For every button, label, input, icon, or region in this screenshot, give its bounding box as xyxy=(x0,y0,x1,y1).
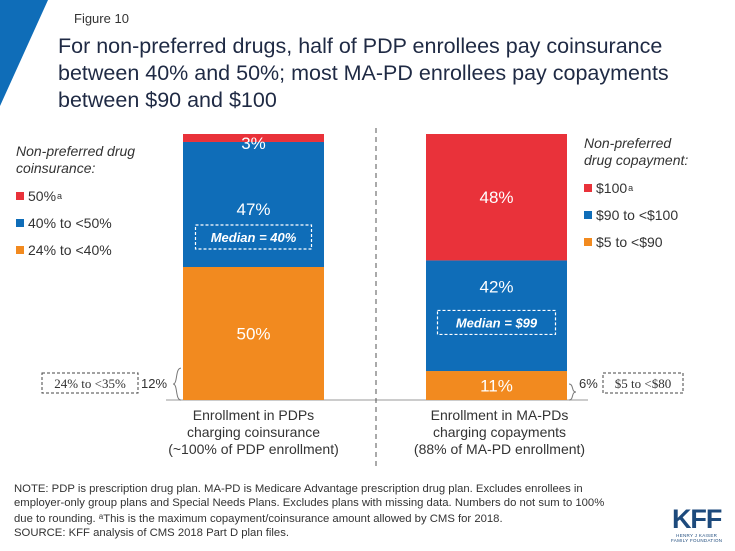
median-box xyxy=(194,224,313,250)
kff-logo-mark: KFF xyxy=(671,504,722,534)
category-label: charging coinsurance xyxy=(187,424,320,440)
sub-annotation-range: 24% to <35% xyxy=(54,376,126,391)
data-label: 11% xyxy=(480,377,513,396)
median-label: Median = 40% xyxy=(211,230,297,245)
data-label: 3% xyxy=(241,134,266,153)
figure-label: Figure 10 xyxy=(74,11,129,26)
data-label: 42% xyxy=(479,277,513,296)
chart-title: For non-preferred drugs, half of PDP enr… xyxy=(58,34,669,112)
legend-item-lower-tier: $5 to <$90 xyxy=(584,234,688,250)
corner-accent xyxy=(0,0,48,106)
bar-segment xyxy=(426,371,567,400)
category-label: (~100% of PDP enrollment) xyxy=(168,441,339,457)
legend-copayment: Non-preferred drug copayment: $100 a $90 … xyxy=(584,135,688,261)
sub-annotation-range-box xyxy=(41,372,139,394)
note-line: due to rounding. aThis is the maximum co… xyxy=(14,512,503,525)
note-line: NOTE: PDP is prescription drug plan. MA-… xyxy=(14,483,583,495)
bar-segment xyxy=(183,134,324,142)
legend-coinsurance: Non-preferred drug coinsurance: 50% a 40%… xyxy=(16,143,135,269)
sub-annotation-brace xyxy=(568,383,577,401)
legend-item-top-tier: 50% a xyxy=(16,188,135,204)
kff-logo-subtitle: FAMILY FOUNDATION xyxy=(671,538,723,543)
legend-item-middle-tier: $90 to <$100 xyxy=(584,207,688,223)
sub-annotation-brace xyxy=(172,367,182,401)
legend-swatch-red xyxy=(584,184,592,192)
category-label: Enrollment in MA-PDs xyxy=(431,407,569,423)
kff-logo: KFF HENRY J KAISER FAMILY FOUNDATION xyxy=(671,504,723,544)
legend-coinsurance-heading: Non-preferred drug coinsurance: xyxy=(16,143,136,176)
category-label: charging copayments xyxy=(433,424,566,440)
stacked-bar-chart: 50%47%3%Median = 40%Enrollment in PDPsch… xyxy=(41,128,684,466)
data-label: 48% xyxy=(479,188,513,207)
source-line: SOURCE: KFF analysis of CMS 2018 Part D … xyxy=(14,527,289,539)
legend-item-top-tier: $100 a xyxy=(584,180,688,196)
legend-copayment-heading: Non-preferred drug copayment: xyxy=(584,135,689,168)
bar-segment xyxy=(426,134,567,261)
median-box xyxy=(436,309,557,336)
note-line: employer-only group plans and Special Ne… xyxy=(14,497,605,509)
data-label: 47% xyxy=(236,200,270,219)
legend-swatch-orange xyxy=(16,246,24,254)
bar-segment xyxy=(426,260,567,372)
legend-item-middle-tier: 40% to <50% xyxy=(16,215,135,231)
median-label: Median = $99 xyxy=(456,315,538,330)
legend-swatch-red xyxy=(16,192,24,200)
category-label: Enrollment in PDPs xyxy=(193,407,314,423)
category-label: (88% of MA-PD enrollment) xyxy=(414,441,585,457)
legend-swatch-blue xyxy=(584,211,592,219)
sub-annotation-range-box xyxy=(602,372,684,394)
sub-annotation-range: $5 to <$80 xyxy=(615,376,671,391)
legend-item-lower-tier: 24% to <40% xyxy=(16,242,135,258)
bar-segment xyxy=(183,141,324,267)
data-label: 50% xyxy=(236,325,270,344)
legend-swatch-blue xyxy=(16,219,24,227)
kff-logo-subtitle: HENRY J KAISER xyxy=(676,533,718,538)
footnote: NOTE: PDP is prescription drug plan. MA-… xyxy=(14,482,654,540)
legend-swatch-orange xyxy=(584,238,592,246)
sub-annotation-value: 6% xyxy=(579,376,598,391)
bar-segment xyxy=(183,267,324,400)
sub-annotation-value: 12% xyxy=(141,376,167,391)
